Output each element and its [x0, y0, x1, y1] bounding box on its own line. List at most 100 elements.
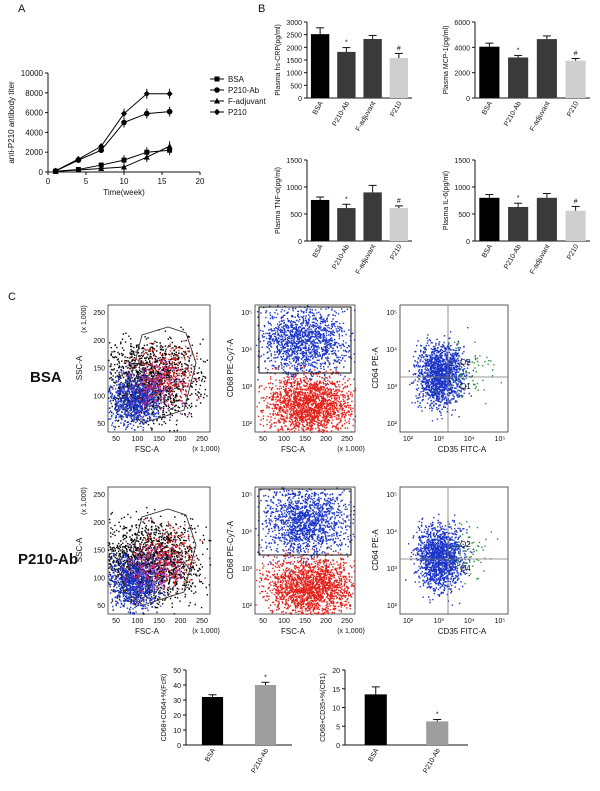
x-tick-label: 150 — [153, 436, 165, 443]
x-tick-label: 150 — [153, 618, 165, 625]
y-tick-label: 40 — [173, 683, 181, 690]
bar — [565, 210, 586, 241]
chart-a-line: 0 2000 4000 6000 8000 10000 0 5 10 15 20 Time(week)… — [7, 69, 267, 197]
y-axis-label: anti-P210 antibody titer — [7, 81, 16, 164]
y-tick-label: 2000 — [454, 71, 470, 78]
y-tick-label: 10⁵ — [386, 310, 397, 317]
scatter-dots — [255, 487, 356, 573]
x-tick-label: 10⁴ — [464, 436, 475, 443]
y-tick-label: 10² — [387, 603, 398, 610]
y-tick-label: 50 — [173, 668, 181, 675]
data-point-triangle — [75, 166, 82, 173]
x-tick-label: 100 — [278, 436, 290, 443]
y-tick-label: 10³ — [387, 384, 398, 391]
gate-polygon — [122, 326, 197, 424]
series-line — [55, 93, 170, 172]
bar — [310, 199, 330, 241]
y-tick-label: 0 — [466, 239, 470, 246]
bar — [565, 60, 586, 98]
y-tick-label: 0 — [466, 96, 470, 103]
y-tick-label: 10² — [387, 421, 398, 428]
bar — [254, 685, 277, 745]
y-axis-label: Plasma TNF-α(pg/ml) — [275, 167, 282, 234]
y-tick-label: 10⁴ — [241, 529, 252, 536]
x-tick-label: 100 — [278, 618, 290, 625]
scale-label: (x 1,000) — [337, 446, 365, 453]
data-point-diamond — [75, 155, 82, 163]
x-tick-label: 50 — [259, 436, 267, 443]
y-tick-label: 250 — [93, 492, 105, 499]
scatter-dots — [112, 352, 200, 419]
significance-mark: * — [345, 40, 348, 47]
data-point-triangle — [98, 165, 105, 172]
y-axis-label: CD64 PE-A — [371, 529, 380, 571]
scatter-dots — [450, 521, 499, 585]
gate-polygon — [122, 508, 197, 606]
panel-label-a: A — [18, 3, 26, 15]
y-tick-label: 10 — [173, 728, 181, 735]
y-axis-label: CD68 PE-Cy7-A — [226, 520, 235, 579]
y-tick-label: 10⁴ — [386, 529, 397, 536]
x-tick-label: 50 — [112, 618, 120, 625]
y-tick-label: 0 — [298, 239, 302, 246]
panel-label-b: B — [258, 3, 265, 15]
y-tick-label: 1500 — [286, 158, 302, 165]
x-tick-label: 50 — [112, 436, 120, 443]
y-axis-label: SSC-A — [75, 355, 84, 380]
data-point-diamond — [98, 143, 105, 150]
y-tick-label: 20 — [332, 668, 340, 675]
y-tick-label: 10² — [242, 421, 253, 428]
scatter-dots — [408, 327, 476, 422]
category-label: F-adjuvant — [355, 243, 378, 275]
y-tick-label: 10⁴ — [386, 347, 397, 354]
y-tick-label: 1000 — [454, 185, 470, 192]
category-label: P210 — [389, 243, 403, 261]
scale-label: (x 1,000) — [192, 628, 220, 635]
x-tick-label: 50 — [259, 618, 267, 625]
x-axis-label: FSC-A — [281, 627, 306, 636]
y-axis-label: CD68 PE-Cy7-A — [226, 338, 235, 397]
chart-c-bars: 0 10 20 30 40 50 CD68+CD64+%(FcR) BSA * P210-Ab 0 5… — [161, 668, 468, 775]
y-axis-label: CD68+CD35+%(CR1) — [320, 673, 327, 742]
chart-b-bars: 0 500 1000 1500 2000 2500 3000 Plasma hs-CRP(pg… — [275, 20, 590, 276]
x-axis-label: CD35 FITC-A — [438, 627, 487, 636]
significance-mark: # — [397, 45, 401, 52]
y-tick-label: 20 — [173, 713, 181, 720]
y-tick-label: 1000 — [286, 71, 302, 78]
y-tick-label: 500 — [458, 212, 470, 219]
y-tick-label: 100 — [93, 575, 105, 582]
scatter-dots — [108, 547, 172, 615]
significance-mark: * — [517, 195, 520, 202]
x-tick-label: 200 — [175, 436, 187, 443]
category-label: P210-Ab — [422, 747, 442, 774]
data-point-circle — [98, 147, 104, 154]
x-tick-label: 0 — [46, 177, 51, 186]
y-tick-label: 10000 — [21, 69, 44, 78]
bar — [389, 208, 409, 241]
category-label: BSA — [312, 243, 325, 259]
category-label: BSA — [204, 747, 217, 763]
bar — [426, 721, 449, 745]
scatter-dots — [405, 513, 475, 606]
y-tick-label: 10³ — [242, 566, 253, 573]
scatter-dots — [256, 366, 357, 434]
legend-label: P210 — [228, 108, 247, 117]
series-line — [55, 145, 170, 172]
category-label: P210 — [389, 100, 403, 118]
x-tick-label: 150 — [299, 618, 311, 625]
y-tick-label: 500 — [290, 83, 302, 90]
significance-mark: * — [517, 47, 520, 54]
x-tick-label: 20 — [196, 177, 205, 186]
data-point-diamond — [214, 108, 220, 116]
flow-cytometry-panels: BSA SSC-A (x 1,000) 50 100 150 200 250 50 100 150 2… — [18, 304, 509, 636]
y-tick-label: 10³ — [387, 566, 398, 573]
significance-mark: # — [397, 198, 401, 205]
bar — [479, 46, 500, 98]
x-tick-label: 150 — [299, 436, 311, 443]
y-tick-label: 0 — [336, 743, 340, 750]
y-axis-label: CD64 PE-A — [371, 347, 380, 389]
y-tick-label: 10⁴ — [241, 347, 252, 354]
scale-label: (x 1,000) — [81, 487, 88, 515]
y-axis-label: Plasma IL-6(pg/ml) — [443, 171, 450, 230]
y-tick-label: 4000 — [25, 128, 43, 137]
